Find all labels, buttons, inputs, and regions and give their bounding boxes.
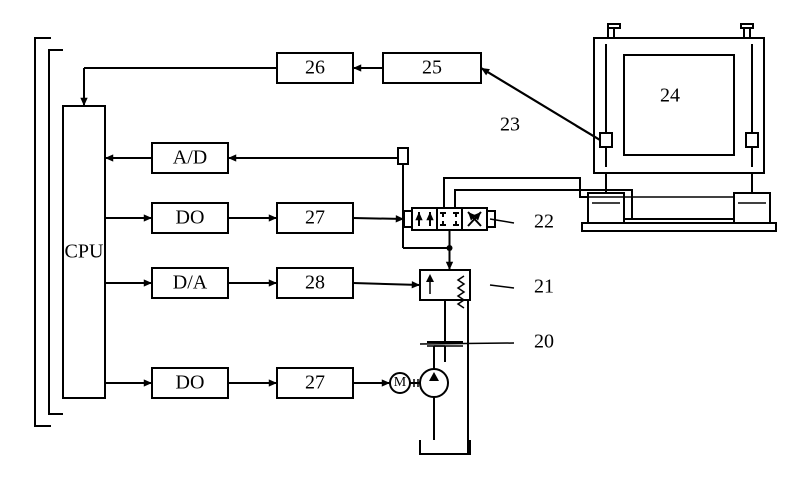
callout-21: 21 — [534, 276, 554, 298]
b25-label: 25 — [422, 57, 442, 79]
b28-label: 28 — [305, 272, 325, 294]
callout-24: 24 — [660, 85, 680, 107]
b26-label: 26 — [305, 57, 325, 79]
b27a-label: 27 — [305, 207, 325, 229]
b27b-label: 27 — [305, 372, 325, 394]
cpu-label: CPU — [65, 241, 104, 263]
callout-20: 20 — [534, 331, 554, 353]
da-label: D/A — [173, 272, 208, 294]
do2-label: DO — [176, 372, 205, 394]
do1-label: DO — [176, 207, 205, 229]
ad-label: A/D — [173, 147, 207, 169]
callout-23: 23 — [500, 114, 520, 136]
svg-text:M: M — [394, 375, 407, 390]
callout-22: 22 — [534, 211, 554, 233]
